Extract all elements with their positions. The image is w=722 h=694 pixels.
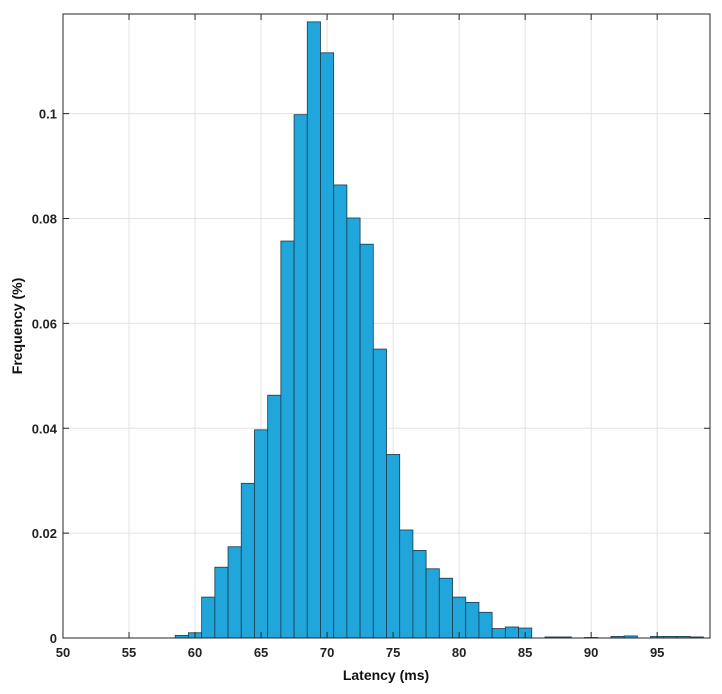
histogram-bar [359,243,374,639]
x-tick-label: 65 [254,645,268,660]
histogram-bar [293,114,308,639]
y-tick-label: 0 [50,631,57,646]
x-tick-label: 55 [122,645,136,660]
x-tick-label: 75 [386,645,400,660]
histogram-bar [372,348,387,639]
plot-frame [62,13,711,639]
histogram-bar [438,577,453,639]
x-tick-label: 60 [188,645,202,660]
x-tick-label: 90 [584,645,598,660]
histogram-bar [280,240,295,639]
histogram-bar [346,217,361,639]
histogram-bar [267,394,282,639]
histogram-bar [306,21,321,639]
x-tick-label: 85 [518,645,532,660]
y-tick-label: 0.04 [32,421,58,436]
histogram-bar [386,454,401,639]
x-tick-labels: 50 55 60 65 70 75 80 85 90 95 [56,645,665,660]
histogram-bar [504,626,519,639]
axis-ticks [62,14,710,639]
y-tick-label: 0.02 [32,526,57,541]
histogram-bar [254,429,269,639]
histogram-bar [214,566,229,639]
histogram-bar [452,596,467,639]
histogram-bar [412,550,427,639]
histogram-bar [240,482,255,639]
histogram-bar [227,546,242,639]
y-tick-label: 0.1 [39,107,57,122]
histogram-bar [425,568,440,639]
x-tick-label: 50 [56,645,70,660]
x-tick-label: 70 [320,645,334,660]
histogram-bar [399,529,414,639]
x-tick-label: 95 [650,645,664,660]
y-tick-label: 0.08 [32,212,57,227]
y-tick-label: 0.06 [32,316,57,331]
histogram-bar [333,184,348,639]
histogram-bar [465,601,480,639]
x-axis-label: Latency (ms) [343,667,429,683]
histogram-bars [174,21,704,639]
x-tick-label: 80 [452,645,466,660]
y-axis-label: Frequency (%) [9,278,25,374]
histogram-bar [320,52,335,639]
histogram-bar [478,611,493,639]
histogram-bar [201,596,216,639]
histogram-bar [491,628,506,639]
y-tick-labels: 0 0.02 0.04 0.06 0.08 0.1 [32,107,58,646]
